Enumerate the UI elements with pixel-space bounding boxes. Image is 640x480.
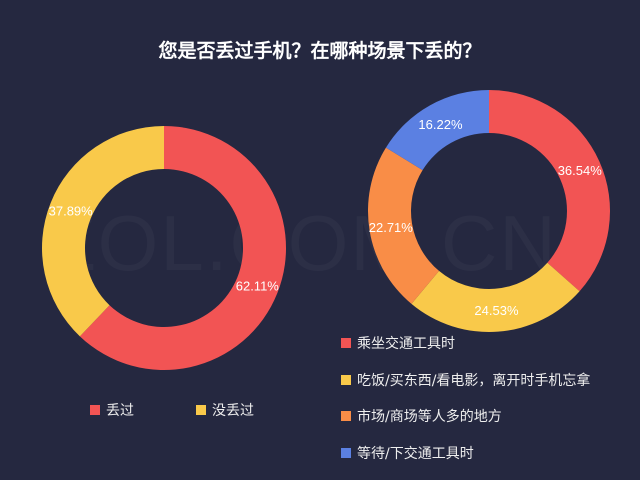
legend-label: 乘坐交通工具时 [357,336,455,352]
legend-swatch [341,338,351,348]
donut-1-slice-3[interactable] [385,90,489,171]
legend-label: 等待/下交通工具时 [357,446,474,462]
legend-label: 没丢过 [212,403,254,419]
legend-item-1-0[interactable]: 乘坐交通工具时 [341,333,455,353]
legend-swatch [196,405,206,415]
legend-item-1-1[interactable]: 吃饭/买东西/看电影，离开时手机忘拿 [341,370,590,390]
donut-1-data-label-3: 16.22% [418,117,463,132]
donut-0-slice-0[interactable] [79,126,286,370]
legend-swatch [341,448,351,458]
donut-1-data-label-1: 24.53% [474,303,519,318]
legend-item-1-2[interactable]: 市场/商场等人多的地方 [341,406,502,426]
donut-1-data-label-2: 22.71% [369,220,414,235]
donut-0-data-label-0: 62.11% [236,278,280,293]
legend-label: 丢过 [106,403,134,419]
donut-1-slice-0[interactable] [489,90,611,292]
chart-title: 您是否丢过手机？在哪种场景下丢的？ [158,40,482,62]
legend-swatch [90,405,100,415]
legend-label: 吃饭/买东西/看电影，离开时手机忘拿 [357,373,591,389]
donut-0-slice-1[interactable] [42,125,164,337]
legend-swatch [341,375,351,385]
legend-label: 市场/商场等人多的地方 [357,409,502,425]
donut-1-slice-1[interactable] [411,262,580,332]
legend-item-0-0[interactable]: 丢过 [90,400,134,420]
legend-item-1-3[interactable]: 等待/下交通工具时 [341,443,474,463]
donut-1-data-label-0: 36.54% [558,163,603,178]
legend-swatch [341,411,351,421]
donut-1-slice-2[interactable] [368,147,440,304]
legend-item-0-1[interactable]: 没丢过 [196,400,254,420]
donut-0-data-label-1: 37.89% [49,204,94,219]
